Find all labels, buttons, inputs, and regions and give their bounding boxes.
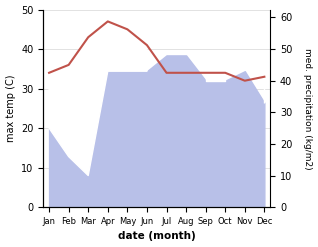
Y-axis label: max temp (C): max temp (C) (5, 75, 16, 142)
Y-axis label: med. precipitation (kg/m2): med. precipitation (kg/m2) (303, 48, 313, 169)
X-axis label: date (month): date (month) (118, 231, 196, 242)
